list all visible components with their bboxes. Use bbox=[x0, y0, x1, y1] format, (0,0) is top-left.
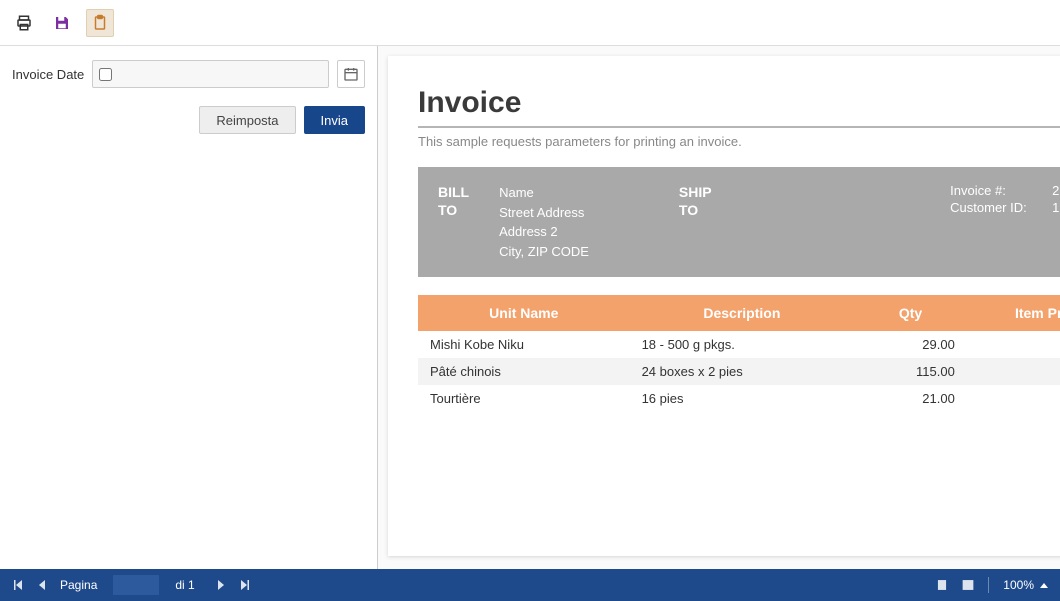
caret-up-icon bbox=[1040, 583, 1048, 588]
table-cell: Tourtière bbox=[418, 385, 630, 412]
date-picker-icon[interactable] bbox=[337, 60, 365, 88]
table-cell: $24.00 bbox=[967, 358, 1060, 385]
table-cell: 24 boxes x 2 pies bbox=[630, 358, 855, 385]
prev-page-icon[interactable] bbox=[36, 579, 48, 591]
invoice-table-body: Mishi Kobe Niku18 - 500 g pkgs.29.00$97.… bbox=[418, 331, 1060, 412]
separator bbox=[988, 577, 989, 593]
first-page-icon[interactable] bbox=[12, 579, 24, 591]
page-label: Pagina bbox=[60, 578, 97, 592]
table-cell: 16 pies bbox=[630, 385, 855, 412]
invoice-total-label: Tot bbox=[418, 462, 1060, 477]
invoice-table-head: Unit NameDescriptionQtyItem Price bbox=[418, 295, 1060, 331]
submit-button[interactable]: Invia bbox=[304, 106, 365, 134]
table-header-cell: Description bbox=[630, 295, 855, 331]
report-page: Invoice Stir This sample requests parame… bbox=[388, 56, 1060, 556]
single-page-icon[interactable] bbox=[936, 579, 948, 591]
invoice-subheader: This sample requests parameters for prin… bbox=[418, 134, 1060, 149]
invoice-title: Invoice bbox=[418, 86, 521, 120]
table-row: Pâté chinois24 boxes x 2 pies115.00$24.0… bbox=[418, 358, 1060, 385]
param-row-invoice-date: Invoice Date bbox=[12, 60, 365, 88]
next-page-icon[interactable] bbox=[215, 579, 227, 591]
table-cell: Mishi Kobe Niku bbox=[418, 331, 630, 358]
preview-panel: Invoice Stir This sample requests parame… bbox=[378, 46, 1060, 569]
save-icon[interactable] bbox=[48, 9, 76, 37]
view-controls: 100% bbox=[936, 577, 1048, 593]
multi-page-icon[interactable] bbox=[962, 579, 974, 591]
table-cell: 29.00 bbox=[854, 331, 967, 358]
preview-scroll: Invoice Stir This sample requests parame… bbox=[378, 46, 1060, 569]
invoice-table: Unit NameDescriptionQtyItem Price Mishi … bbox=[418, 295, 1060, 412]
table-cell: $7.45 bbox=[967, 385, 1060, 412]
zoom-control[interactable]: 100% bbox=[1003, 578, 1048, 592]
table-row: Tourtière16 pies21.00$7.45 bbox=[418, 385, 1060, 412]
table-cell: 115.00 bbox=[854, 358, 967, 385]
invoice-subtitle: This sample requests parameters for prin… bbox=[418, 134, 742, 149]
invoice-info-box: BILLTO Name Street Address Address 2 Cit… bbox=[418, 167, 1060, 277]
parameters-panel: Invoice Date Reimposta Invia bbox=[0, 46, 378, 569]
table-cell: Pâté chinois bbox=[418, 358, 630, 385]
invoice-header: Invoice Stir bbox=[418, 86, 1060, 128]
zoom-value: 100% bbox=[1003, 578, 1034, 592]
page-number-input[interactable] bbox=[113, 575, 159, 595]
table-row: Mishi Kobe Niku18 - 500 g pkgs.29.00$97.… bbox=[418, 331, 1060, 358]
page-of-label: di 1 bbox=[175, 578, 194, 592]
table-header-cell: Item Price bbox=[967, 295, 1060, 331]
invoice-ids: Invoice #: 29623789 Customer ID: 1 bbox=[950, 183, 1060, 215]
table-header-cell: Unit Name bbox=[418, 295, 630, 331]
reset-button[interactable]: Reimposta bbox=[199, 106, 295, 134]
top-toolbar bbox=[0, 0, 1060, 46]
table-header-cell: Qty bbox=[854, 295, 967, 331]
last-page-icon[interactable] bbox=[239, 579, 251, 591]
preview-content[interactable]: Invoice Stir This sample requests parame… bbox=[378, 46, 1060, 569]
invoice-date-input[interactable] bbox=[92, 60, 329, 88]
invoice-date-label: Invoice Date bbox=[12, 67, 84, 82]
invoice-date-null-checkbox[interactable] bbox=[99, 68, 112, 81]
page-nav: Pagina di 1 bbox=[12, 575, 251, 595]
print-icon[interactable] bbox=[10, 9, 38, 37]
table-cell: $97.00 bbox=[967, 331, 1060, 358]
main-area: Invoice Date Reimposta Invia Invoice Sti… bbox=[0, 46, 1060, 569]
param-buttons: Reimposta Invia bbox=[12, 106, 365, 134]
clipboard-icon[interactable] bbox=[86, 9, 114, 37]
ship-to-label: SHIPTO bbox=[679, 183, 712, 219]
bill-to-address: Name Street Address Address 2 City, ZIP … bbox=[499, 183, 589, 261]
table-cell: 21.00 bbox=[854, 385, 967, 412]
bill-to-label: BILLTO bbox=[438, 183, 469, 219]
table-cell: 18 - 500 g pkgs. bbox=[630, 331, 855, 358]
bottom-navbar: Pagina di 1 100% bbox=[0, 569, 1060, 601]
